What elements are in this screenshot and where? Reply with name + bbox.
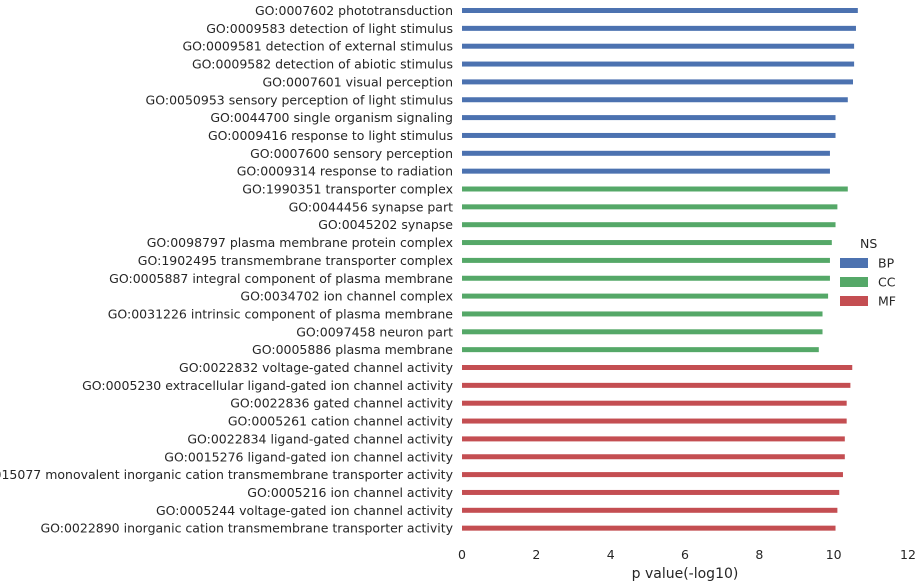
- bar-cc: [462, 329, 823, 335]
- category-label: GO:0009582 detection of abiotic stimulus: [192, 57, 453, 72]
- category-label: GO:0007601 visual perception: [262, 74, 453, 89]
- legend-swatch-cc: [840, 277, 868, 287]
- bar-bp: [462, 8, 858, 13]
- x-tick-label: 12: [900, 547, 916, 562]
- category-label: GO:0044456 synapse part: [289, 199, 453, 214]
- category-label: GO:0031226 intrinsic component of plasma…: [108, 306, 454, 321]
- bar-bp: [462, 150, 830, 156]
- legend-swatch-mf: [840, 296, 868, 306]
- category-label: GO:0022834 ligand-gated channel activity: [187, 431, 453, 446]
- category-label: GO:0005261 cation channel activity: [228, 414, 454, 429]
- x-tick-label: 6: [681, 547, 689, 562]
- bar-mf: [462, 400, 847, 406]
- category-label: GO:0050953 sensory perception of light s…: [146, 92, 453, 107]
- category-label: GO:0005886 plasma membrane: [252, 342, 453, 357]
- category-label: GO:0009581 detection of external stimulu…: [183, 39, 454, 54]
- category-label: GO:0005216 ion channel activity: [247, 485, 453, 500]
- category-label: GO:0015077 monovalent inorganic cation t…: [0, 467, 454, 482]
- x-axis-label: p value(-log10): [632, 566, 739, 582]
- bar-mf: [462, 436, 845, 442]
- bar-bp: [462, 25, 856, 31]
- bar-mf: [462, 472, 843, 478]
- bar-cc: [462, 347, 819, 353]
- bars-group: [462, 8, 858, 531]
- bar-bp: [462, 168, 830, 174]
- bar-bp: [462, 115, 836, 121]
- category-label: GO:0022836 gated channel activity: [230, 396, 453, 411]
- bar-cc: [462, 311, 823, 317]
- bar-mf: [462, 454, 845, 460]
- category-label: GO:0009416 response to light stimulus: [208, 128, 453, 143]
- category-label: GO:0097458 neuron part: [296, 324, 453, 339]
- category-label: GO:0044700 single organism signaling: [210, 110, 453, 125]
- bar-cc: [462, 240, 832, 246]
- category-label: GO:0034702 ion channel complex: [240, 289, 453, 304]
- legend: NS BP CC MF: [840, 236, 896, 309]
- x-tick-label: 4: [607, 547, 615, 562]
- x-tick-label: 0: [458, 547, 466, 562]
- category-label: GO:1902495 transmembrane transporter com…: [138, 253, 453, 268]
- x-tick-label: 8: [755, 547, 763, 562]
- category-label: GO:1990351 transporter complex: [242, 182, 453, 197]
- category-label: GO:0098797 plasma membrane protein compl…: [147, 235, 453, 250]
- legend-label-mf: MF: [878, 294, 896, 309]
- legend-label-cc: CC: [878, 275, 896, 290]
- legend-swatch-bp: [840, 258, 868, 268]
- bar-mf: [462, 489, 840, 495]
- category-labels-group: GO:0007602 phototransduction GO:0009583 d…: [0, 3, 454, 536]
- category-label: GO:0022890 inorganic cation transmembran…: [40, 521, 453, 536]
- bar-mf: [462, 507, 838, 513]
- bar-bp: [462, 79, 853, 85]
- bar-cc: [462, 186, 848, 192]
- category-label: GO:0005230 extracellular ligand-gated io…: [82, 378, 454, 393]
- legend-label-bp: BP: [878, 256, 895, 271]
- category-label: GO:0022832 voltage-gated channel activit…: [179, 360, 454, 375]
- bar-cc: [462, 275, 830, 281]
- bar-mf: [462, 382, 851, 388]
- category-label: GO:0015276 ligand-gated ion channel acti…: [164, 449, 453, 464]
- bar-mf: [462, 525, 836, 531]
- category-label: GO:0045202 synapse: [318, 217, 453, 232]
- bar-bp: [462, 43, 855, 49]
- category-label: GO:0005887 integral component of plasma …: [109, 271, 453, 286]
- x-tick-label: 10: [826, 547, 842, 562]
- bar-cc: [462, 293, 829, 299]
- bar-bp: [462, 132, 836, 138]
- category-label: GO:0005244 voltage-gated ion channel act…: [156, 503, 454, 518]
- bar-bp: [462, 97, 848, 103]
- bar-mf: [462, 418, 847, 424]
- bar-mf: [462, 365, 853, 370]
- x-tick-label: 2: [532, 547, 540, 562]
- legend-title: NS: [860, 236, 877, 251]
- bar-cc: [462, 222, 836, 228]
- bar-bp: [462, 61, 855, 67]
- bar-cc: [462, 257, 830, 263]
- bar-cc: [462, 204, 838, 210]
- category-label: GO:0007600 sensory perception: [250, 146, 453, 161]
- category-label: GO:0009583 detection of light stimulus: [206, 21, 453, 36]
- category-label: GO:0009314 response to radiation: [237, 164, 453, 179]
- x-axis-ticks-group: 0 2 4 6 8 10 12: [458, 547, 916, 562]
- category-label: GO:0007602 phototransduction: [255, 3, 453, 18]
